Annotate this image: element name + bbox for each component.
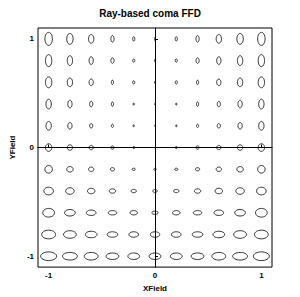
svg-text:-1: -1: [27, 252, 35, 261]
svg-text:XField: XField: [143, 284, 167, 293]
svg-text:YField: YField: [8, 135, 17, 159]
svg-text:1: 1: [259, 271, 264, 280]
svg-text:Ray-based coma FFD: Ray-based coma FFD: [99, 8, 201, 19]
svg-text:1: 1: [30, 34, 35, 43]
svg-text:-1: -1: [45, 271, 53, 280]
svg-text:0: 0: [30, 143, 35, 152]
svg-text:0: 0: [153, 271, 158, 280]
